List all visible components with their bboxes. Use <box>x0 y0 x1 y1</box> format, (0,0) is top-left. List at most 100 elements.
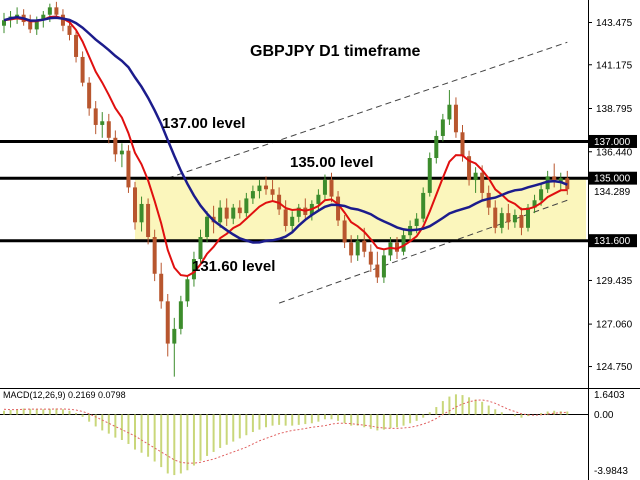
candle-body <box>100 121 105 125</box>
candle-body <box>355 240 360 256</box>
candle-body <box>28 22 33 30</box>
level-tag-2-label: 131.600 <box>594 236 631 247</box>
candle-body <box>172 328 177 344</box>
candle-body <box>349 242 354 256</box>
candle-body <box>519 214 524 228</box>
candle-body <box>375 264 380 278</box>
candle-body <box>512 214 517 223</box>
candle-body <box>447 104 452 120</box>
candle-body <box>146 203 151 238</box>
candle-body <box>231 207 236 219</box>
current-price-tag-label: 134.289 <box>594 187 631 198</box>
level-tag-2-box <box>589 234 637 248</box>
price-tick-label: 143.475 <box>596 18 633 29</box>
candle-body <box>368 251 373 265</box>
ma-slow-line <box>3 15 568 244</box>
candle-body <box>218 207 223 223</box>
candle-body <box>460 132 465 157</box>
horizontal-levels <box>0 139 588 243</box>
price-tick-label: 141.175 <box>596 60 633 71</box>
candle-body <box>113 137 118 155</box>
price-tick-label: 127.060 <box>596 320 633 331</box>
candle-body <box>401 235 406 252</box>
candle-body <box>264 185 268 190</box>
candle-body <box>74 34 79 57</box>
candle-body <box>41 14 46 21</box>
candle-body <box>34 20 39 30</box>
candle-body <box>552 176 557 182</box>
candle-body <box>165 301 170 344</box>
candle-body <box>106 121 111 138</box>
candle-body <box>80 56 85 83</box>
candle-body <box>270 189 275 195</box>
candle-body <box>336 196 341 221</box>
price-tick-label: 138.795 <box>596 104 633 115</box>
level-label-131-6: 131.60 level <box>192 258 275 275</box>
candle-body <box>467 156 472 181</box>
macd-tick-bottom: -3.9843 <box>594 466 628 477</box>
candle-body <box>67 25 72 35</box>
candle-body <box>139 203 144 223</box>
candle-body <box>2 20 6 26</box>
candle-body <box>421 192 426 219</box>
candle-body <box>362 240 367 252</box>
candle-body <box>159 273 164 302</box>
candle-body <box>322 180 327 195</box>
level-tag-0-box <box>589 134 637 148</box>
candle-body <box>198 237 203 260</box>
macd-tick-top: 1.6403 <box>594 390 625 401</box>
macd-label: MACD(12,26,9) 0.2169 0.0798 <box>3 390 126 400</box>
level-tag-1-label: 135.000 <box>594 174 631 185</box>
candle-body <box>434 135 439 159</box>
candle-body <box>87 82 92 109</box>
candle-body <box>93 108 98 125</box>
chart-title: GBPJPY D1 timeframe <box>250 43 421 60</box>
candle-body <box>283 209 288 226</box>
candle-body <box>499 213 504 228</box>
moving-averages <box>3 15 568 278</box>
candle-body <box>126 150 131 188</box>
channel-lower-line <box>278 199 568 304</box>
candle-body <box>558 178 563 182</box>
candle-body <box>440 119 445 136</box>
candle-body <box>191 259 196 280</box>
price-tags: 137.000 135.000 131.600 134.289 <box>589 134 637 248</box>
candle-body <box>414 218 419 226</box>
candle-body <box>532 200 537 208</box>
candle-body <box>342 220 347 243</box>
candle-body <box>205 216 210 238</box>
current-price-tag-box <box>589 184 637 198</box>
candle-body <box>185 279 190 302</box>
candle-body <box>296 207 301 217</box>
level-tag-0-label: 137.000 <box>594 137 631 148</box>
candle-body <box>290 216 295 226</box>
candle-body <box>178 301 183 329</box>
candle-body <box>480 172 485 193</box>
channel-upper-line <box>167 41 568 179</box>
level-tag-1-box <box>589 171 637 185</box>
candle-body <box>493 207 498 228</box>
candle-body <box>486 192 491 208</box>
price-channel <box>167 41 568 304</box>
candle-body <box>15 14 20 17</box>
candle-body <box>250 191 255 199</box>
candle-body <box>47 7 52 15</box>
candle-body <box>54 7 59 15</box>
candle-body <box>60 14 65 26</box>
candle-body <box>388 242 393 256</box>
candle-body <box>316 194 321 204</box>
candle-body <box>257 185 262 192</box>
candle-body <box>133 187 137 223</box>
price-tick-label: 124.750 <box>596 362 633 373</box>
price-tick-label: 129.435 <box>596 276 633 287</box>
candle-body <box>329 180 334 197</box>
candle-body <box>395 242 399 252</box>
candle-body <box>237 207 242 214</box>
candle-body <box>381 255 386 278</box>
candle-body <box>473 172 478 181</box>
candle-body <box>526 207 530 228</box>
level-label-135: 135.00 level <box>290 154 373 171</box>
macd-histogram <box>3 394 569 476</box>
candle-body <box>539 189 544 201</box>
